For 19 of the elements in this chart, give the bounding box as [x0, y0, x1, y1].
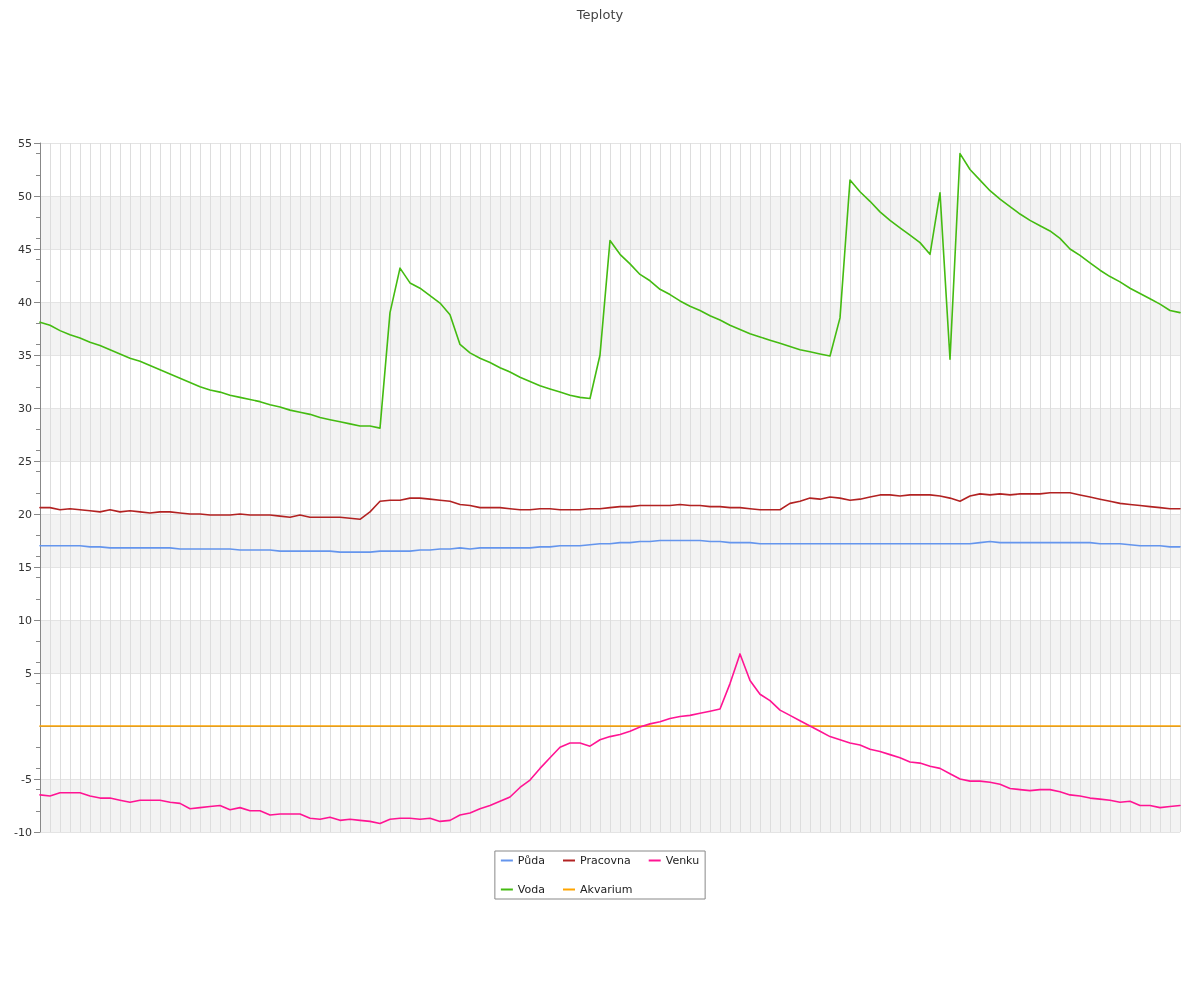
- chart-title: Teploty: [575, 7, 624, 22]
- y-tick-label: -5: [21, 772, 32, 786]
- legend-label: Pracovna: [580, 854, 631, 867]
- y-tick-label: 35: [18, 348, 32, 362]
- y-tick-label: 45: [18, 242, 32, 256]
- y-tick-label: 30: [18, 401, 32, 415]
- y-tick-label: 40: [18, 295, 32, 309]
- y-tick-label: 55: [18, 136, 32, 150]
- legend-label: Akvarium: [580, 883, 633, 896]
- y-tick-label: 50: [18, 189, 32, 203]
- y-tick-label: 5: [25, 666, 32, 680]
- y-tick-label: 10: [18, 613, 32, 627]
- legend-label: Půda: [517, 854, 546, 867]
- legend-label: Voda: [517, 883, 545, 896]
- y-tick-label: 25: [18, 454, 32, 468]
- y-tick-label: 20: [18, 507, 32, 521]
- y-tick-label: 15: [18, 560, 32, 574]
- y-tick-label: -10: [14, 825, 32, 839]
- legend-label: Venku: [665, 854, 700, 867]
